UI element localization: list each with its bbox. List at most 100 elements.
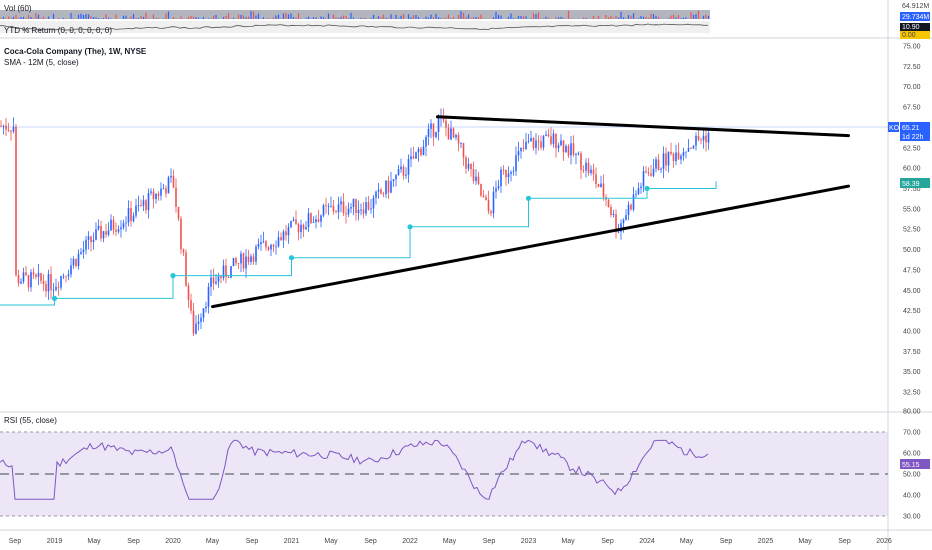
candle-body	[185, 252, 187, 286]
candle-body	[640, 186, 642, 189]
volume-bar	[390, 14, 392, 19]
time-tick: 2020	[165, 538, 181, 545]
volume-bar	[585, 18, 587, 19]
candle-body	[137, 205, 140, 206]
candle-body	[15, 126, 17, 276]
volume-bar	[222, 16, 225, 19]
candle-body	[662, 153, 665, 169]
candle-body	[197, 321, 200, 324]
candle-body	[180, 218, 182, 250]
volume-bar	[250, 11, 252, 19]
time-tick: May	[561, 538, 575, 545]
volume-bar	[342, 15, 345, 19]
volume-bar	[630, 15, 632, 19]
candle-body	[50, 274, 52, 290]
candle-body	[370, 208, 372, 210]
candle-body	[342, 201, 345, 214]
volume-bar	[670, 15, 672, 19]
candle-body	[520, 147, 522, 152]
volume-bar	[592, 15, 595, 19]
volume-bar	[460, 11, 462, 19]
candle-body	[385, 180, 387, 195]
candle-body	[502, 169, 505, 171]
candle-body	[667, 151, 670, 166]
volume-bar	[165, 13, 167, 19]
candle-body	[527, 141, 530, 143]
volume-bar	[495, 11, 497, 19]
candle-body	[325, 205, 327, 206]
volume-bar	[135, 18, 137, 19]
volume-bar	[255, 15, 257, 19]
candle-body	[597, 184, 600, 187]
trendline-upper[interactable]	[436, 115, 850, 138]
candle-body	[265, 241, 267, 248]
candle-body	[132, 215, 135, 222]
volume-bar	[525, 16, 527, 19]
ticker-badge	[888, 122, 899, 132]
candle-body	[25, 272, 27, 275]
volume-bar	[245, 17, 247, 19]
volume-bar	[705, 14, 707, 19]
candle-body	[540, 141, 542, 148]
candle-body	[525, 141, 527, 150]
volume-bar	[617, 17, 620, 19]
candle-body	[432, 123, 435, 137]
candle-body	[350, 207, 352, 209]
sma-dot	[407, 224, 413, 230]
volume-bar	[652, 14, 655, 19]
volume-bar	[465, 16, 467, 19]
volume-bar	[175, 18, 177, 19]
volume-bar	[77, 14, 80, 19]
volume-bar	[292, 17, 295, 19]
ticker-label: KO	[889, 125, 900, 132]
sma-dot	[525, 195, 532, 201]
price-axis[interactable]: 75.0072.5070.0067.5065.0062.5060.0057.50…	[903, 44, 921, 397]
candle-body	[235, 258, 237, 264]
rsi-axis[interactable]: 80.00 70.00 60.00 50.00 40.00 30.00	[903, 409, 921, 521]
candle-body	[647, 172, 650, 174]
candle-body	[592, 169, 595, 175]
candle-body	[657, 159, 660, 170]
candle-body	[400, 166, 402, 170]
candle-body	[202, 308, 205, 318]
candle-body	[537, 140, 540, 142]
volume-bar	[90, 15, 92, 19]
candle-body	[295, 219, 297, 224]
volume-bar	[387, 18, 390, 19]
volume-bar	[137, 18, 140, 19]
time-axis[interactable]: Sep 2019 May Sep 2020 May Sep 2021 May Sep 2022 May…	[9, 538, 892, 545]
candle-body	[565, 146, 567, 153]
volume-bar	[535, 14, 537, 19]
volume-bar	[637, 18, 640, 19]
time-tick: Sep	[483, 538, 496, 545]
price-tick: 60.00	[903, 166, 921, 173]
volume-bar	[300, 18, 302, 19]
candle-body	[242, 253, 245, 269]
candle-body	[697, 135, 700, 140]
volume-bar	[107, 17, 110, 19]
candle-body	[120, 227, 122, 230]
candle-body	[220, 276, 222, 279]
candle-body	[225, 265, 227, 277]
volume-bar	[702, 15, 705, 19]
candle-body	[517, 151, 520, 156]
volume-bar	[562, 17, 565, 19]
candle-body	[150, 191, 152, 193]
trendline-lower[interactable]	[211, 184, 850, 309]
candle-body	[287, 227, 290, 236]
candle-body	[387, 180, 390, 193]
candle-body	[550, 136, 552, 144]
volume-bar	[682, 17, 685, 19]
volume-bar	[30, 17, 32, 19]
candle-body	[195, 323, 197, 334]
candle-body	[665, 153, 667, 166]
volume-bar	[17, 17, 20, 19]
sma-dot	[644, 185, 650, 192]
time-tick: 2023	[521, 538, 537, 545]
volume-bar	[370, 18, 372, 19]
volume-bar	[32, 18, 35, 19]
price-tick: 57.50	[903, 186, 921, 193]
volume-bar	[115, 14, 117, 19]
candle-body	[92, 239, 95, 242]
